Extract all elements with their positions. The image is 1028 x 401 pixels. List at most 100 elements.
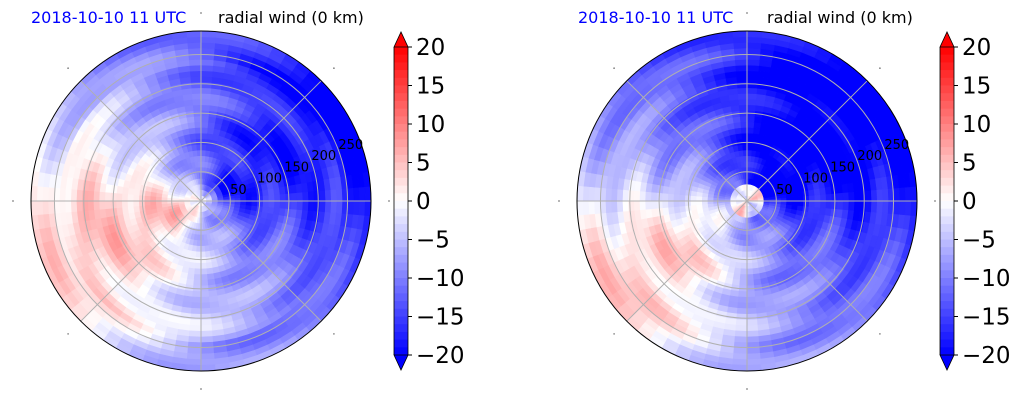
field-cell (347, 200, 355, 215)
colorbar-tick-label: 15 (416, 74, 445, 100)
colorbar-tick-label: −10 (416, 266, 465, 292)
field-cell (791, 204, 799, 211)
colorbar-band (940, 270, 954, 279)
colorbar-band (394, 347, 408, 356)
field-cell (187, 347, 202, 355)
angular-tick-dot (200, 388, 202, 390)
field-cell (661, 200, 669, 209)
field-cell (262, 194, 270, 202)
colorbar-band (394, 301, 408, 310)
colorbar-band (394, 308, 408, 318)
colorbar-band (940, 47, 954, 56)
field-cell (605, 188, 612, 202)
field-cell (746, 36, 762, 44)
field-cell (690, 190, 698, 197)
field-cell (194, 262, 202, 270)
field-cell (746, 279, 755, 287)
field-cell (98, 191, 106, 202)
field-cell (733, 47, 748, 55)
field-cell (740, 127, 748, 134)
field-cell (605, 200, 612, 214)
field-cell (191, 296, 202, 304)
field-cell (200, 336, 214, 343)
field-cell (200, 70, 213, 78)
angular-tick-dot (613, 67, 615, 69)
field-layer (31, 31, 371, 371)
field-cell (848, 200, 855, 211)
field-cell (200, 324, 213, 332)
field-cell (746, 347, 761, 355)
field-cell (200, 144, 207, 151)
field-cell (737, 98, 748, 106)
field-cell (200, 149, 206, 157)
field-cell (695, 191, 703, 198)
field-cell (739, 279, 748, 287)
field-cell (797, 200, 804, 207)
colorbar-band (940, 231, 954, 241)
field-cell (842, 191, 850, 202)
field-cell (190, 307, 202, 315)
field-cell (733, 347, 748, 355)
field-cell (138, 189, 146, 197)
field-cell (194, 268, 202, 275)
field-cell (742, 245, 748, 253)
field-cell (746, 59, 760, 66)
field-cell (738, 104, 748, 111)
field-cell (732, 36, 748, 44)
field-cell (324, 189, 332, 202)
field-cell (695, 196, 703, 202)
field-cell (196, 245, 202, 253)
field-cell (188, 330, 202, 338)
field-cell (746, 353, 762, 360)
field-cell (746, 291, 756, 298)
colorbar-band (394, 208, 408, 217)
field-cell (746, 268, 754, 275)
field-cell (330, 188, 338, 202)
field-cell (678, 194, 686, 202)
colorbar-band (940, 308, 954, 318)
field-cell (200, 161, 205, 168)
field-cell (746, 132, 754, 140)
field-cell (616, 189, 624, 202)
field-cell (42, 186, 49, 202)
field-cell (138, 200, 145, 207)
field-cell (739, 115, 748, 123)
field-cell (690, 200, 697, 207)
field-cell (650, 200, 657, 210)
field-cell (736, 307, 748, 315)
field-cell (195, 257, 202, 264)
field-cell (746, 155, 752, 162)
colorbar-tick-label: −5 (962, 228, 996, 254)
colorbar-band (394, 324, 408, 333)
field-cell (734, 330, 748, 338)
field-cell (149, 196, 157, 202)
field-cell (780, 200, 787, 205)
colorbar-tick-label: −15 (416, 305, 465, 331)
field-cell (336, 200, 343, 214)
field-cell (673, 200, 680, 208)
field-cell (149, 191, 157, 198)
field-cell (87, 200, 95, 212)
field-cell (746, 127, 754, 134)
field-cell (200, 132, 208, 140)
colorbar-tick-label: 20 (416, 35, 445, 61)
field-cell (187, 47, 202, 55)
angular-tick-dot (934, 200, 936, 202)
field-cell (803, 200, 810, 207)
field-cell (751, 138, 759, 146)
field-cell (200, 31, 217, 38)
field-cell (144, 195, 151, 202)
colorbar-tick-label: −20 (962, 343, 1011, 369)
field-cell (582, 200, 590, 216)
colorbar-band (940, 154, 954, 164)
radial-tick-label: 250 (884, 138, 909, 153)
field-cell (186, 36, 202, 44)
field-cell (115, 193, 123, 202)
field-cell (192, 104, 202, 111)
colorbar-tick-label: 0 (416, 189, 431, 215)
colorbar-band (940, 347, 954, 356)
field-cell (188, 59, 202, 66)
field-cell (746, 98, 757, 106)
